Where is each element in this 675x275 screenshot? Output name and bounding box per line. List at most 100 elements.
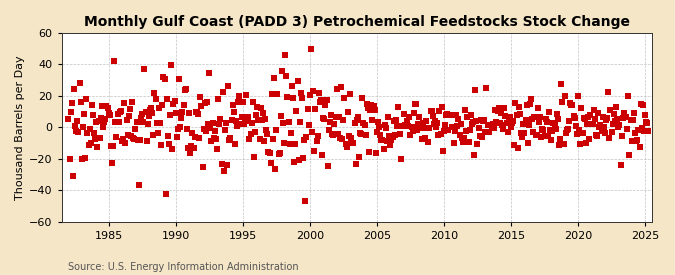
Point: [578, 116, 589, 120]
Point: [277, 68, 288, 73]
Point: [225, 136, 236, 140]
Point: [117, 139, 128, 144]
Point: [434, 109, 445, 113]
Point: [408, 111, 419, 115]
Point: [235, 121, 246, 126]
Point: [530, 133, 541, 138]
Point: [490, 108, 501, 112]
Point: [294, 120, 305, 124]
Point: [521, 103, 532, 107]
Point: [398, 111, 409, 116]
Point: [148, 133, 159, 138]
Point: [589, 116, 600, 121]
Point: [514, 105, 524, 109]
Point: [388, 119, 399, 123]
Point: [219, 127, 230, 132]
Point: [257, 111, 268, 115]
Point: [630, 139, 641, 143]
Point: [577, 131, 588, 135]
Point: [76, 100, 86, 104]
Point: [255, 106, 266, 110]
Point: [76, 156, 87, 161]
Point: [63, 117, 74, 121]
Point: [310, 107, 321, 111]
Point: [141, 139, 152, 144]
Point: [456, 136, 467, 140]
Point: [233, 100, 244, 104]
Point: [630, 130, 641, 135]
Point: [564, 119, 574, 123]
Point: [241, 93, 252, 97]
Point: [452, 124, 463, 128]
Point: [389, 132, 400, 137]
Point: [321, 98, 332, 103]
Point: [101, 104, 112, 108]
Point: [292, 79, 303, 84]
Point: [202, 121, 213, 126]
Point: [342, 145, 352, 149]
Point: [328, 133, 339, 138]
Point: [204, 70, 215, 75]
Point: [374, 124, 385, 129]
Point: [159, 77, 170, 81]
Point: [215, 117, 226, 121]
Point: [533, 106, 543, 110]
Point: [163, 134, 173, 138]
Point: [300, 199, 310, 204]
Point: [454, 133, 465, 137]
Point: [383, 115, 394, 119]
Point: [218, 168, 229, 173]
Point: [572, 94, 583, 98]
Point: [110, 120, 121, 124]
Point: [604, 136, 615, 141]
Point: [518, 122, 529, 127]
Point: [475, 117, 486, 122]
Point: [472, 141, 483, 146]
Point: [177, 110, 188, 115]
Point: [112, 111, 123, 116]
Point: [441, 113, 452, 117]
Point: [605, 108, 616, 112]
Point: [352, 118, 362, 123]
Point: [354, 131, 365, 136]
Point: [315, 99, 325, 104]
Point: [153, 131, 163, 135]
Point: [386, 138, 397, 142]
Point: [361, 102, 372, 106]
Point: [68, 174, 78, 178]
Point: [539, 134, 550, 138]
Point: [66, 100, 77, 105]
Point: [535, 115, 545, 120]
Point: [565, 101, 576, 105]
Point: [591, 133, 601, 137]
Point: [439, 129, 450, 133]
Point: [468, 120, 479, 124]
Point: [267, 137, 278, 141]
Point: [497, 123, 508, 127]
Point: [417, 120, 428, 125]
Point: [568, 114, 579, 118]
Point: [160, 191, 171, 196]
Point: [184, 111, 194, 116]
Point: [499, 106, 510, 110]
Point: [144, 114, 155, 118]
Point: [541, 120, 552, 124]
Point: [427, 114, 438, 118]
Point: [331, 87, 342, 91]
Point: [616, 134, 627, 138]
Point: [637, 103, 648, 107]
Point: [142, 122, 153, 127]
Point: [90, 137, 101, 142]
Point: [435, 131, 446, 136]
Text: Source: U.S. Energy Information Administration: Source: U.S. Energy Information Administ…: [68, 262, 298, 272]
Point: [140, 109, 151, 114]
Point: [458, 140, 468, 144]
Point: [583, 115, 593, 120]
Point: [533, 119, 544, 124]
Point: [626, 139, 637, 144]
Point: [584, 137, 595, 141]
Point: [599, 131, 610, 135]
Point: [138, 120, 148, 125]
Point: [613, 125, 624, 129]
Point: [186, 144, 196, 148]
